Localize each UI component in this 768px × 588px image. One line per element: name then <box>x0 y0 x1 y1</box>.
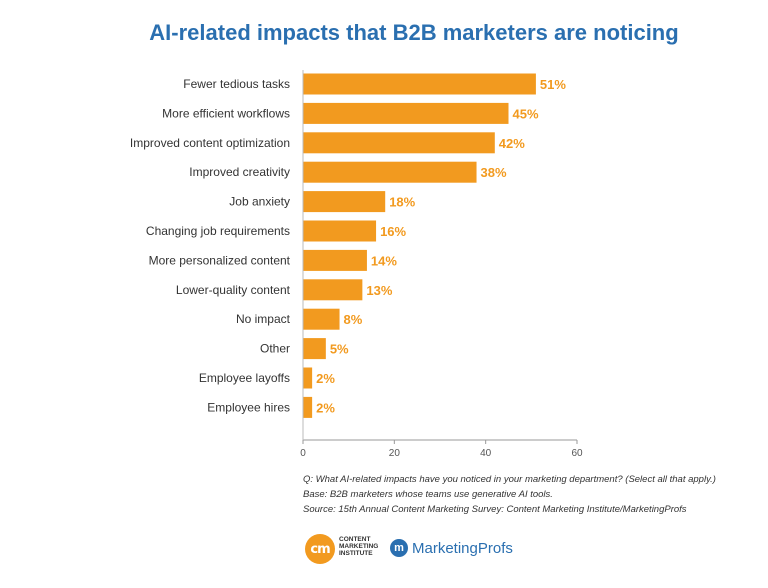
bar <box>303 367 313 389</box>
category-label: More personalized content <box>149 253 291 267</box>
bar <box>303 132 495 154</box>
category-label: Changing job requirements <box>146 224 290 238</box>
category-label: No impact <box>236 312 291 326</box>
category-label: Lower-quality content <box>176 283 291 297</box>
data-label: 2% <box>316 400 335 415</box>
data-label: 38% <box>481 165 507 180</box>
logos: cm CONTENT MARKETING INSTITUTE m Marketi… <box>305 531 565 567</box>
survey-question: Q: What AI-related impacts have you noti… <box>303 474 716 485</box>
survey-base: Base: B2B marketers whose teams use gene… <box>303 489 553 500</box>
category-label: More efficient workflows <box>162 106 290 120</box>
data-label: 13% <box>366 283 392 298</box>
data-label: 18% <box>389 195 415 210</box>
category-label: Other <box>260 342 290 356</box>
bar <box>303 191 386 213</box>
data-label: 42% <box>499 136 525 151</box>
bar <box>303 73 536 95</box>
category-label: Improved content optimization <box>130 136 290 150</box>
x-tick-label: 60 <box>571 448 583 459</box>
data-label: 16% <box>380 224 406 239</box>
cmi-mark-icon: cm <box>305 534 335 564</box>
bar <box>303 308 340 330</box>
marketingprofs-logo: m MarketingProfs <box>390 531 565 567</box>
cmi-logo: cm CONTENT MARKETING INSTITUTE <box>305 531 415 567</box>
bar <box>303 161 477 183</box>
cmi-logo-text: CONTENT MARKETING INSTITUTE <box>339 536 379 557</box>
chart-notes: Q: What AI-related impacts have you noti… <box>303 472 753 517</box>
survey-source: Source: 15th Annual Content Marketing Su… <box>303 504 687 515</box>
x-tick-label: 40 <box>480 448 492 459</box>
data-label: 45% <box>513 106 539 121</box>
marketingprofs-mark-icon: m <box>390 539 408 557</box>
bar <box>303 249 367 271</box>
bar <box>303 338 326 360</box>
marketingprofs-logo-text: MarketingProfs <box>412 540 513 557</box>
data-label: 2% <box>316 371 335 386</box>
bar <box>303 102 509 124</box>
bar-chart: Fewer tedious tasks 51% More efficient wor… <box>130 70 583 459</box>
data-label: 51% <box>540 77 566 92</box>
bar <box>303 279 363 301</box>
data-label: 14% <box>371 253 397 268</box>
bar <box>303 220 377 242</box>
data-label: 5% <box>330 342 349 357</box>
chart-title: AI-related impacts that B2B marketers ar… <box>149 20 679 45</box>
category-label: Fewer tedious tasks <box>183 77 290 91</box>
category-label: Employee layoffs <box>199 371 290 385</box>
category-label: Job anxiety <box>229 195 290 209</box>
bar <box>303 396 313 418</box>
data-label: 8% <box>344 312 363 327</box>
category-label: Employee hires <box>207 400 290 414</box>
x-tick-label: 0 <box>300 448 306 459</box>
x-tick-label: 20 <box>389 448 401 459</box>
category-label: Improved creativity <box>189 165 290 179</box>
